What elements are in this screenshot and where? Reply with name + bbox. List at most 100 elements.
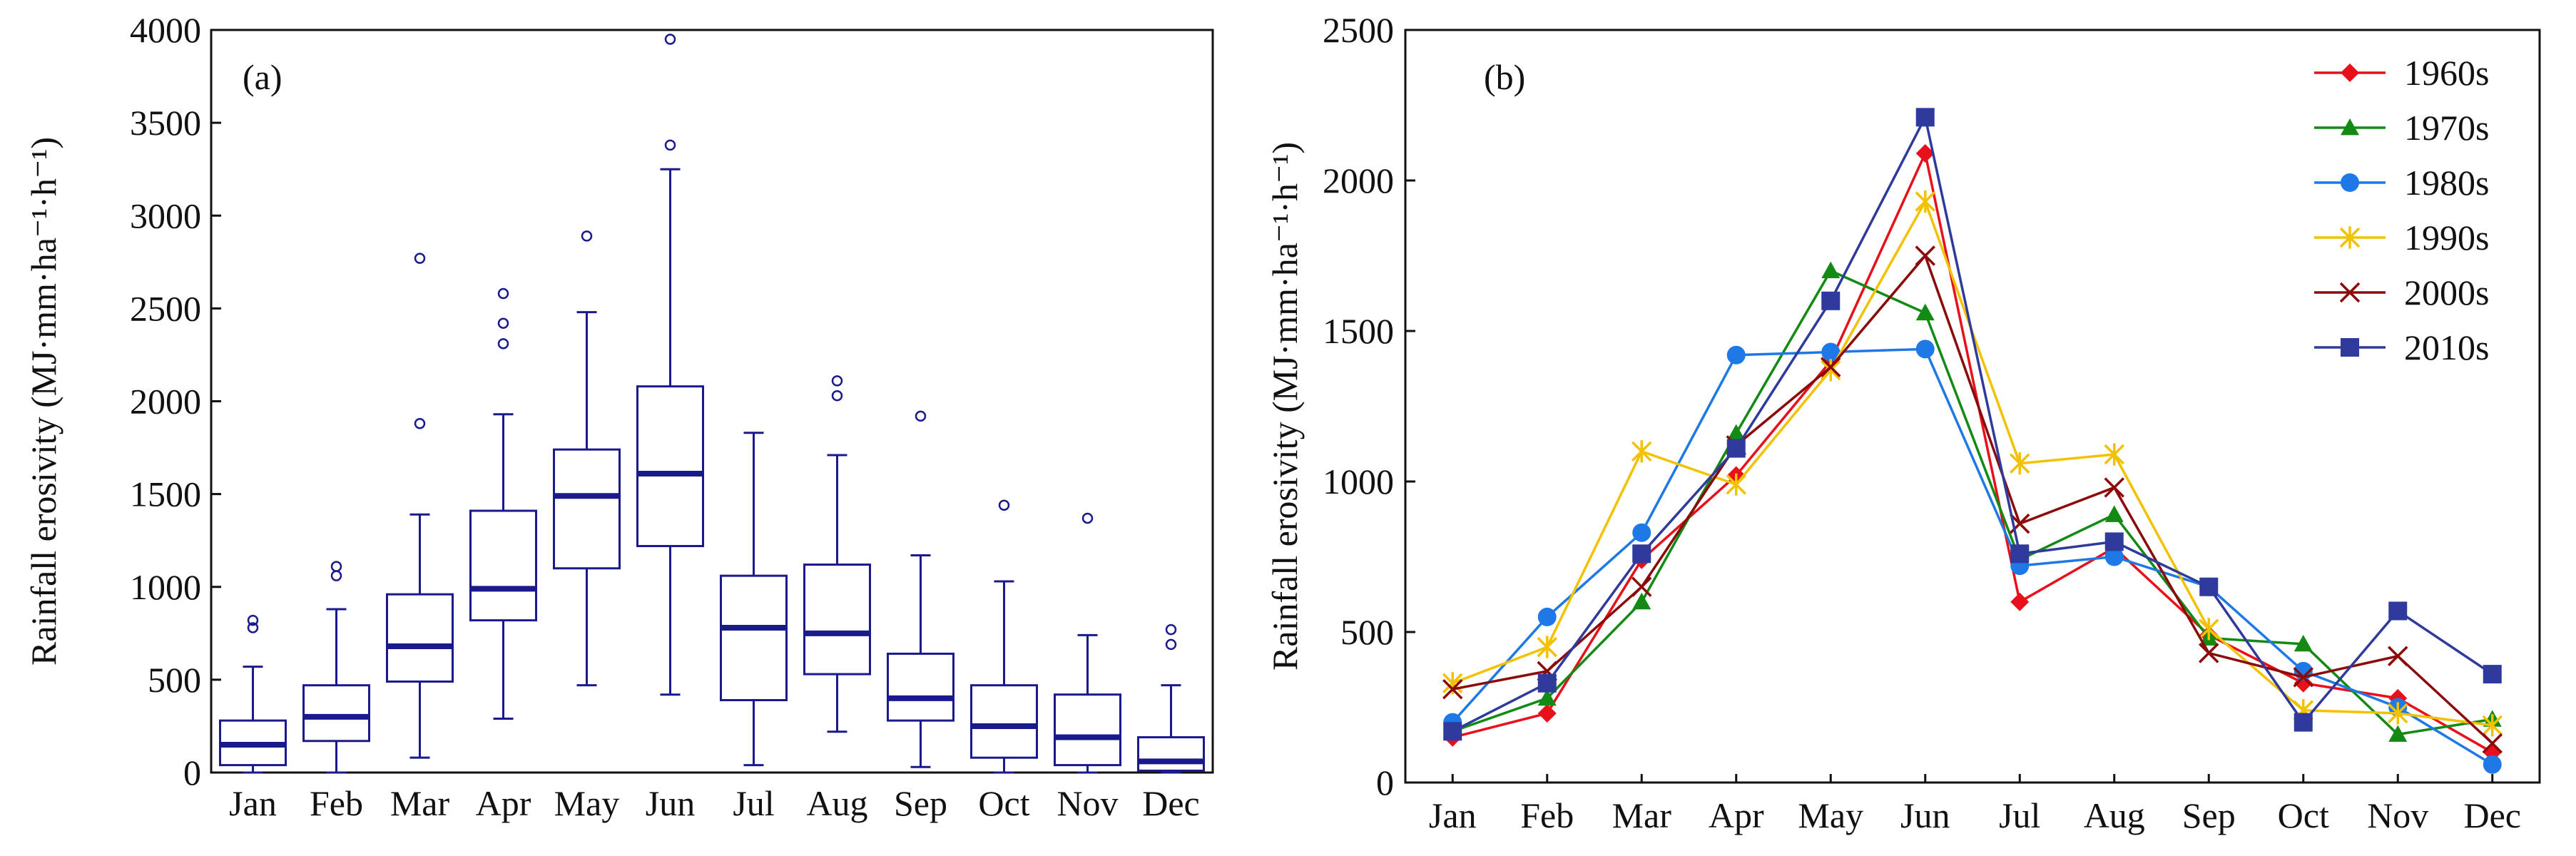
x-stroke xyxy=(2482,733,2503,754)
data-point xyxy=(1632,544,1651,564)
legend-item-2000s: 2000s xyxy=(2314,272,2489,312)
x-tick-label: Mar xyxy=(390,783,450,823)
data-point xyxy=(1915,340,1935,359)
series-1980s xyxy=(1443,340,2502,774)
x-tick-label: Jan xyxy=(1429,795,1477,835)
box-nov xyxy=(1054,512,1121,774)
legend-label: 2010s xyxy=(2404,327,2489,367)
series-line xyxy=(1452,149,2493,754)
data-point xyxy=(1537,607,1557,626)
data-point xyxy=(2199,577,2219,596)
iqr-box xyxy=(803,564,871,676)
x-stroke xyxy=(1915,245,1935,266)
data-point xyxy=(1821,342,1841,362)
outlier-point xyxy=(1165,638,1177,651)
legend-item-1970s: 1970s xyxy=(2314,108,2489,148)
iqr-box xyxy=(1054,693,1121,767)
x-tick-label: Dec xyxy=(2464,795,2522,835)
legend-marker xyxy=(2339,282,2361,303)
legend-marker xyxy=(2339,226,2361,249)
y-tick-label: 2000 xyxy=(1323,160,1394,200)
outlier-point xyxy=(1081,512,1094,524)
data-point xyxy=(1915,144,1935,163)
legend-label: 1960s xyxy=(2404,53,2489,93)
data-point xyxy=(1537,636,1557,658)
x-tick-label: Nov xyxy=(1057,783,1118,823)
data-point xyxy=(1443,722,1462,741)
outlier-point xyxy=(497,317,509,329)
outlier-point xyxy=(330,561,342,572)
box-apr xyxy=(469,287,537,720)
x-tick-label: Nov xyxy=(2367,795,2428,835)
x-tick-label: Feb xyxy=(310,783,363,823)
series-line xyxy=(1452,253,2493,745)
data-point xyxy=(1442,678,1463,700)
data-point xyxy=(2104,532,2124,551)
data-point xyxy=(1537,673,1557,693)
x-tick-label: Aug xyxy=(806,783,867,823)
data-point xyxy=(2388,601,2408,621)
y-tick-label: 3000 xyxy=(130,195,201,235)
outlier-point xyxy=(330,570,342,581)
data-point xyxy=(1821,261,1841,278)
legend-label: 1990s xyxy=(2404,218,2489,258)
panel-b-x-axis: Jan Feb Mar Apr May Jun Jul Aug Sep Oct Nov Dec xyxy=(1429,774,2521,835)
panel-a-boxes xyxy=(219,34,1205,774)
data-point xyxy=(1537,688,1557,706)
x-tick-label: Jul xyxy=(733,783,774,823)
x-tick-label: Apr xyxy=(476,783,531,823)
x-tick-label: Sep xyxy=(894,783,947,823)
outlier-point xyxy=(247,614,259,626)
panel-a-y-axis: 0 500 1000 1500 2000 2500 3000 3500 4000 xyxy=(130,10,221,793)
x-tick-label: Mar xyxy=(1612,795,1672,835)
data-point xyxy=(2483,665,2502,684)
box-feb xyxy=(302,561,370,774)
series-line xyxy=(1452,269,2493,736)
outlier-point xyxy=(414,417,426,429)
data-point xyxy=(1632,592,1651,610)
legend-label: 1980s xyxy=(2404,163,2489,203)
series-2010s xyxy=(1443,108,2502,741)
x-stroke xyxy=(2388,646,2408,666)
data-point xyxy=(2010,592,2030,611)
data-point xyxy=(1915,245,1935,266)
series-1990s xyxy=(1442,190,2503,737)
data-point xyxy=(2104,443,2124,466)
box-jun xyxy=(636,34,704,696)
data-point xyxy=(1915,108,1935,127)
outlier-point xyxy=(998,499,1010,511)
y-tick-label: 0 xyxy=(1376,763,1394,802)
legend-label: 2000s xyxy=(2404,272,2489,312)
y-tick-label: 1500 xyxy=(1323,311,1394,351)
x-stroke xyxy=(2293,667,2313,688)
x-stroke xyxy=(1442,678,1463,700)
data-point xyxy=(2104,505,2124,522)
outlier-point xyxy=(1165,623,1177,636)
data-point xyxy=(1631,576,1652,597)
outlier-point xyxy=(915,410,927,422)
data-point xyxy=(1821,291,1841,310)
x-tick-label: Apr xyxy=(1709,795,1764,835)
series-line xyxy=(1452,113,2493,733)
outlier-point xyxy=(497,287,509,300)
box-jan xyxy=(219,614,287,774)
y-tick-label: 2000 xyxy=(130,382,201,422)
x-tick-label: Jun xyxy=(646,783,695,823)
data-point xyxy=(2010,544,2030,564)
data-point xyxy=(2388,646,2408,666)
series-line xyxy=(1451,347,2493,766)
box-sep xyxy=(887,410,954,768)
data-point xyxy=(2482,733,2503,754)
data-point xyxy=(2199,618,2219,641)
legend-marker xyxy=(2341,173,2359,192)
panel-a-plot-frame xyxy=(210,29,1214,774)
data-point xyxy=(1726,439,1746,458)
data-point xyxy=(1631,440,1652,463)
panel-b-y-axis-title: Rainfall erosivity (MJ·mm·ha⁻¹·h⁻¹) xyxy=(1265,142,1305,671)
legend-item-1960s: 1960s xyxy=(2314,53,2489,93)
iqr-box xyxy=(887,652,954,722)
legend-marker xyxy=(2341,338,2359,357)
y-tick-label: 2500 xyxy=(1323,10,1394,50)
outlier-point xyxy=(414,253,426,264)
data-point xyxy=(1821,357,1841,377)
